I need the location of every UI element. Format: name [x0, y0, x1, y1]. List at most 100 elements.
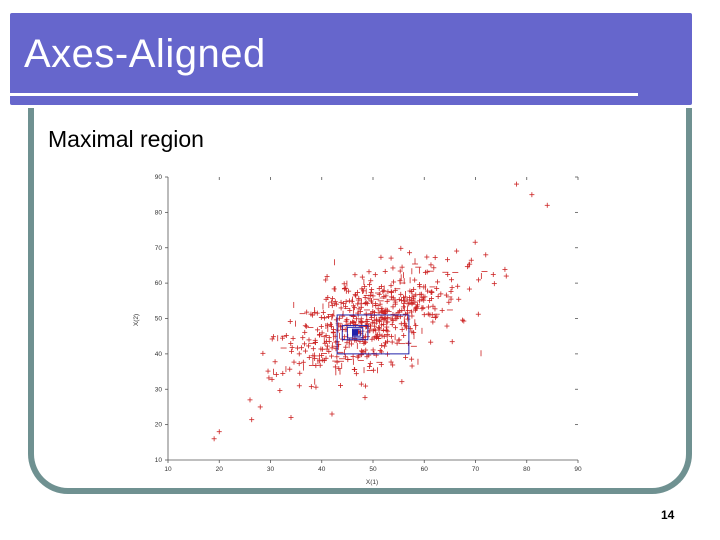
data-point — [362, 284, 368, 290]
data-point — [332, 299, 338, 305]
data-point — [397, 278, 403, 284]
data-point — [272, 359, 278, 365]
data-point — [369, 287, 375, 293]
data-point — [318, 323, 324, 329]
data-point — [353, 338, 359, 344]
data-point — [324, 273, 330, 279]
data-point — [341, 281, 347, 287]
data-point — [379, 308, 385, 314]
data-point — [429, 289, 435, 295]
data-point — [265, 368, 271, 374]
data-point — [329, 303, 335, 309]
data-point — [448, 296, 454, 302]
data-point — [273, 372, 279, 378]
data-point — [412, 299, 418, 305]
data-point — [403, 325, 409, 331]
data-point — [392, 287, 398, 293]
data-point — [417, 284, 423, 290]
data-point — [324, 346, 330, 352]
data-point — [430, 303, 436, 309]
data-point — [438, 291, 444, 297]
data-point — [394, 340, 400, 346]
data-point — [320, 310, 326, 316]
data-point — [340, 301, 346, 307]
x-axis-label: X(1) — [366, 479, 378, 486]
data-point — [257, 404, 263, 410]
data-point — [362, 339, 368, 345]
data-point — [249, 417, 255, 423]
data-point — [464, 264, 470, 270]
data-point — [388, 333, 394, 339]
data-point — [388, 359, 394, 365]
data-point — [544, 202, 550, 208]
data-point — [409, 313, 415, 319]
data-point — [321, 315, 327, 321]
data-point — [260, 350, 266, 356]
data-point — [355, 354, 361, 360]
data-point — [428, 262, 434, 268]
data-point — [432, 306, 438, 312]
data-point — [410, 296, 416, 302]
data-point — [299, 345, 305, 351]
page-number: 14 — [661, 508, 675, 522]
data-point — [420, 305, 426, 311]
data-point — [355, 289, 361, 295]
data-point — [343, 318, 349, 324]
data-point — [363, 311, 369, 317]
data-point — [288, 415, 294, 421]
data-point — [269, 376, 275, 382]
data-point — [342, 334, 348, 340]
data-point — [391, 279, 397, 285]
x-tick-label: 90 — [574, 466, 582, 473]
data-point — [377, 301, 383, 307]
data-point — [368, 278, 374, 284]
data-point — [449, 285, 455, 291]
data-point — [361, 334, 367, 340]
y-tick-label: 50 — [155, 316, 163, 323]
data-point — [455, 283, 461, 289]
data-point — [338, 383, 344, 389]
data-point — [319, 352, 325, 358]
data-point — [308, 384, 314, 390]
data-point — [323, 333, 329, 339]
data-point — [288, 348, 294, 354]
data-point — [396, 337, 402, 343]
data-point — [288, 341, 294, 347]
data-point — [503, 273, 509, 279]
data-point — [399, 297, 405, 303]
data-point — [373, 335, 379, 341]
data-point — [409, 356, 415, 362]
data-point — [446, 299, 452, 305]
data-point — [356, 296, 362, 302]
data-point — [398, 245, 404, 251]
data-point — [371, 367, 377, 373]
data-point — [269, 336, 275, 342]
data-point — [427, 312, 433, 318]
data-point — [389, 339, 395, 345]
data-point — [392, 299, 398, 305]
data-point — [302, 329, 308, 335]
data-point — [409, 363, 415, 369]
y-axis-label: X(2) — [133, 314, 140, 326]
data-point — [475, 311, 481, 317]
data-point — [333, 346, 339, 352]
data-point — [352, 292, 358, 298]
data-point — [316, 358, 322, 364]
data-point — [357, 308, 363, 314]
data-point — [280, 335, 286, 341]
data-point — [390, 265, 396, 271]
y-tick-label: 40 — [155, 351, 163, 358]
data-point — [378, 314, 384, 320]
data-point — [343, 354, 349, 360]
data-point — [456, 296, 462, 302]
data-point — [370, 319, 376, 325]
data-point — [427, 297, 433, 303]
data-point — [411, 286, 417, 292]
data-point — [454, 248, 460, 254]
data-point — [336, 365, 342, 371]
data-point — [466, 286, 472, 292]
data-point — [326, 338, 332, 344]
data-point — [366, 364, 372, 370]
data-point — [364, 301, 370, 307]
data-point — [354, 316, 360, 322]
